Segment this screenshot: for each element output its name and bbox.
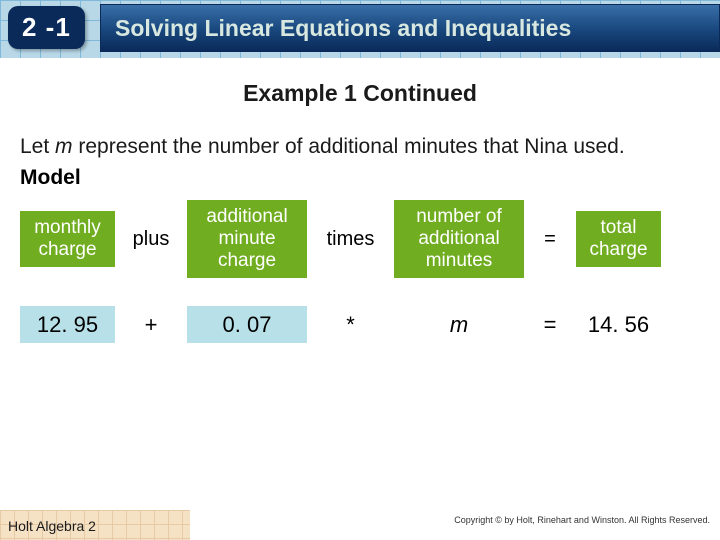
word-monthly-charge: monthly charge	[20, 211, 115, 267]
value-rate: 0. 07	[187, 306, 307, 343]
value-variable: m	[394, 312, 524, 337]
slide-footer: Holt Algebra 2 Copyright © by Holt, Rine…	[0, 504, 720, 540]
section-number-badge: 2 -1	[8, 6, 85, 49]
model-values-row: 12. 95 + 0. 07 * m = 14. 56	[20, 306, 700, 343]
body-line-1: Let m represent the number of additional…	[20, 133, 700, 160]
word-times: times	[313, 228, 388, 251]
example-heading: Example 1 Continued	[20, 80, 700, 107]
body-line1-pre: Let	[20, 135, 55, 158]
section-number: 2 -1	[22, 12, 71, 42]
footer-copyright: Copyright © by Holt, Rinehart and Winsto…	[454, 515, 720, 529]
value-monthly: 12. 95	[20, 306, 115, 343]
footer-left: Holt Algebra 2	[0, 504, 96, 540]
op-plus: +	[121, 312, 181, 337]
slide-content: Example 1 Continued Let m represent the …	[0, 58, 720, 343]
op-equals: =	[530, 312, 570, 337]
slide-title: Solving Linear Equations and Inequalitie…	[115, 15, 571, 42]
word-additional-charge: additional minute charge	[187, 200, 307, 278]
body-line1-post: represent the number of additional minut…	[73, 135, 625, 158]
slide-header: 2 -1 Solving Linear Equations and Inequa…	[0, 0, 720, 58]
word-number-minutes: number of additional minutes	[394, 200, 524, 278]
model-label: Model	[20, 166, 700, 190]
value-total: 14. 56	[576, 312, 661, 337]
book-title: Holt Algebra 2	[8, 518, 96, 540]
op-times: *	[313, 312, 388, 337]
word-equals: =	[530, 228, 570, 251]
model-word-row: monthly charge plus additional minute ch…	[20, 200, 700, 278]
title-bar: Solving Linear Equations and Inequalitie…	[100, 4, 720, 52]
word-plus: plus	[121, 228, 181, 251]
variable-m: m	[55, 135, 73, 158]
word-total-charge: total charge	[576, 211, 661, 267]
copyright-text: Copyright © by Holt, Rinehart and Winsto…	[454, 515, 710, 525]
